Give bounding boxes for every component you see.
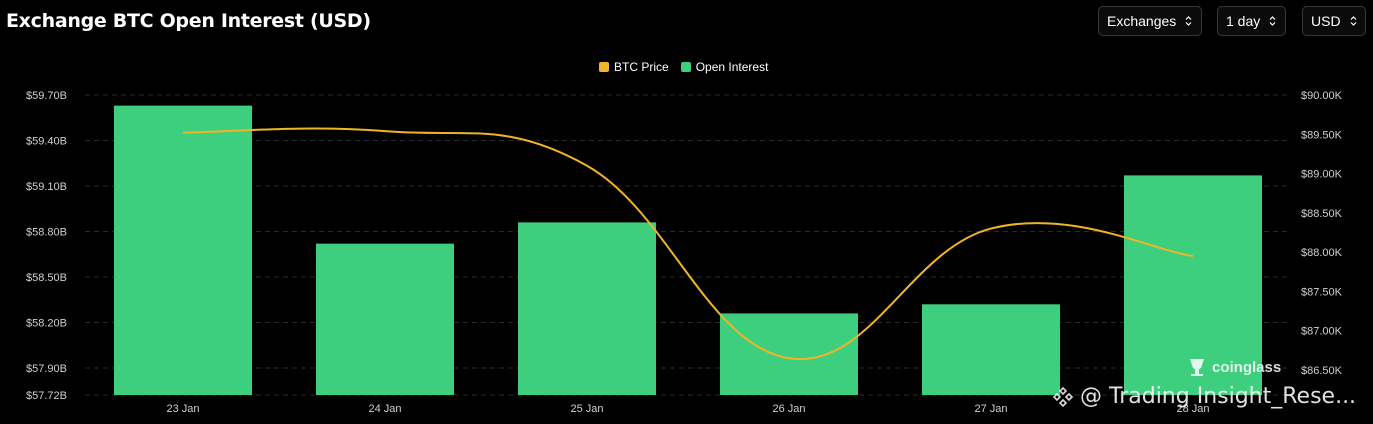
x-tick-label: 27 Jan	[974, 403, 1007, 415]
chart-title: Exchange BTC Open Interest (USD)	[6, 10, 371, 32]
y-left-tick-label: $58.20B	[26, 318, 67, 330]
chart-legend: BTC Price Open Interest	[599, 60, 780, 74]
y-right-tick-label: $90.00K	[1301, 90, 1343, 102]
y-left-tick-label: $57.72B	[26, 390, 67, 402]
chevron-updown-icon	[1269, 15, 1276, 27]
y-left-tick-label: $59.70B	[26, 90, 67, 102]
y-left-tick-label: $59.10B	[26, 181, 67, 193]
coinglass-brand-label: coinglass	[1212, 358, 1282, 376]
y-left-tick-label: $59.40B	[26, 136, 67, 148]
open-interest-bar	[518, 222, 656, 395]
open-interest-bar	[922, 304, 1060, 395]
y-right-tick-label: $89.00K	[1301, 169, 1343, 181]
interval-select[interactable]: 1 day	[1217, 6, 1286, 36]
x-tick-label: 24 Jan	[368, 403, 401, 415]
open-interest-bar	[720, 313, 858, 395]
coinglass-watermark: coinglass	[1186, 356, 1281, 378]
x-tick-label: 26 Jan	[772, 403, 805, 415]
currency-select-label: USD	[1311, 13, 1341, 29]
y-right-tick-label: $88.50K	[1301, 208, 1343, 220]
open-interest-bar	[114, 105, 252, 395]
legend-label-btc-price: BTC Price	[614, 60, 669, 74]
btc-price-line	[182, 127, 1194, 361]
y-left-tick-label: $57.90B	[26, 363, 67, 375]
y-right-tick-label: $87.00K	[1301, 326, 1343, 338]
y-left-tick-label: $58.50B	[26, 272, 67, 284]
x-tick-label: 25 Jan	[570, 403, 603, 415]
y-left-tick-label: $58.80B	[26, 227, 67, 239]
chart-controls: Exchanges 1 day USD	[1098, 6, 1366, 36]
open-interest-bar	[316, 243, 454, 395]
y-right-tick-label: $88.00K	[1301, 247, 1343, 259]
source-label: @ Trading Insight_Rese...	[1080, 384, 1357, 409]
binance-diamond-icon	[1052, 386, 1074, 407]
y-right-tick-label: $87.50K	[1301, 286, 1343, 298]
y-right-tick-label: $89.50K	[1301, 129, 1343, 141]
coinglass-logo-icon	[1190, 359, 1204, 376]
interval-select-label: 1 day	[1226, 13, 1261, 29]
chevron-updown-icon	[1350, 15, 1357, 27]
exchanges-select-label: Exchanges	[1107, 13, 1177, 29]
legend-swatch-btc-price	[599, 62, 609, 72]
y-right-tick-label: $86.50K	[1301, 365, 1343, 377]
currency-select[interactable]: USD	[1302, 6, 1366, 36]
legend-swatch-open-interest	[680, 62, 691, 72]
legend-item-open-interest[interactable]: Open Interest	[680, 60, 769, 74]
legend-label-open-interest: Open Interest	[695, 60, 769, 74]
open-interest-bar	[1124, 175, 1262, 395]
chevron-updown-icon	[1185, 15, 1192, 27]
x-tick-label: 28 Jan	[1176, 403, 1209, 415]
source-watermark: @ Trading Insight_Rese...	[1052, 384, 1356, 409]
exchanges-select[interactable]: Exchanges	[1098, 6, 1202, 36]
legend-item-btc-price[interactable]: BTC Price	[599, 60, 669, 74]
x-tick-label: 23 Jan	[166, 403, 199, 415]
